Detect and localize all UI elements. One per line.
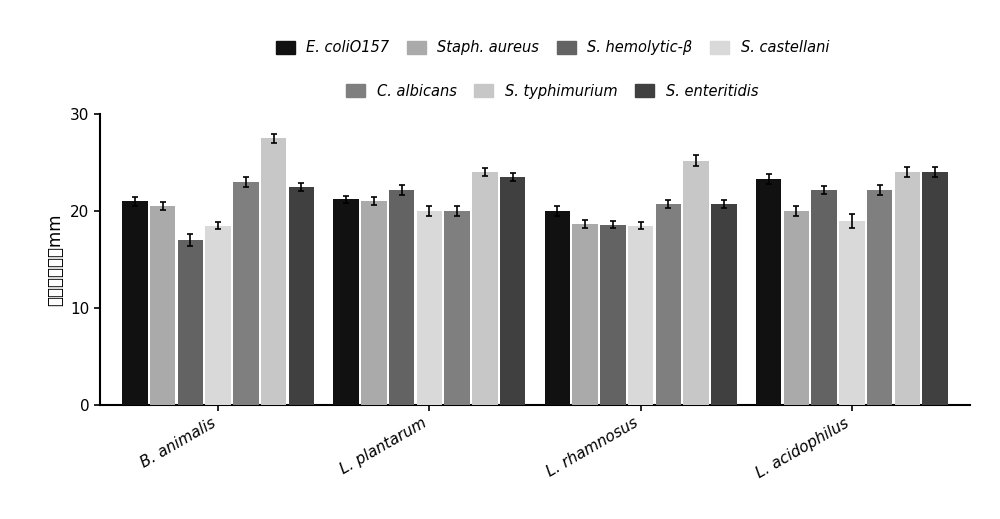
Y-axis label: 抑菌圈直径／mm: 抑菌圈直径／mm bbox=[47, 213, 65, 306]
Bar bbox=[472, 172, 498, 405]
Bar bbox=[150, 206, 175, 405]
Bar bbox=[444, 211, 470, 405]
Bar bbox=[205, 226, 231, 405]
Bar bbox=[839, 221, 865, 405]
Bar bbox=[895, 172, 920, 405]
Bar bbox=[711, 204, 737, 405]
Bar bbox=[233, 182, 259, 405]
Bar bbox=[867, 190, 892, 405]
Bar bbox=[361, 201, 387, 405]
Bar bbox=[545, 211, 570, 405]
Bar bbox=[500, 177, 525, 405]
Bar bbox=[333, 199, 359, 405]
Bar bbox=[261, 139, 286, 405]
Bar bbox=[122, 201, 148, 405]
Bar bbox=[628, 226, 653, 405]
Bar bbox=[784, 211, 809, 405]
Bar bbox=[389, 190, 414, 405]
Legend: C. albicans, S. typhimurium, S. enteritidis: C. albicans, S. typhimurium, S. enteriti… bbox=[346, 84, 758, 99]
Bar bbox=[656, 204, 681, 405]
Bar bbox=[178, 240, 203, 405]
Bar bbox=[683, 161, 709, 405]
Bar bbox=[289, 187, 314, 405]
Bar bbox=[922, 172, 948, 405]
Bar bbox=[811, 190, 837, 405]
Bar bbox=[572, 224, 598, 405]
Bar bbox=[417, 211, 442, 405]
Bar bbox=[600, 225, 626, 405]
Bar bbox=[756, 179, 781, 405]
